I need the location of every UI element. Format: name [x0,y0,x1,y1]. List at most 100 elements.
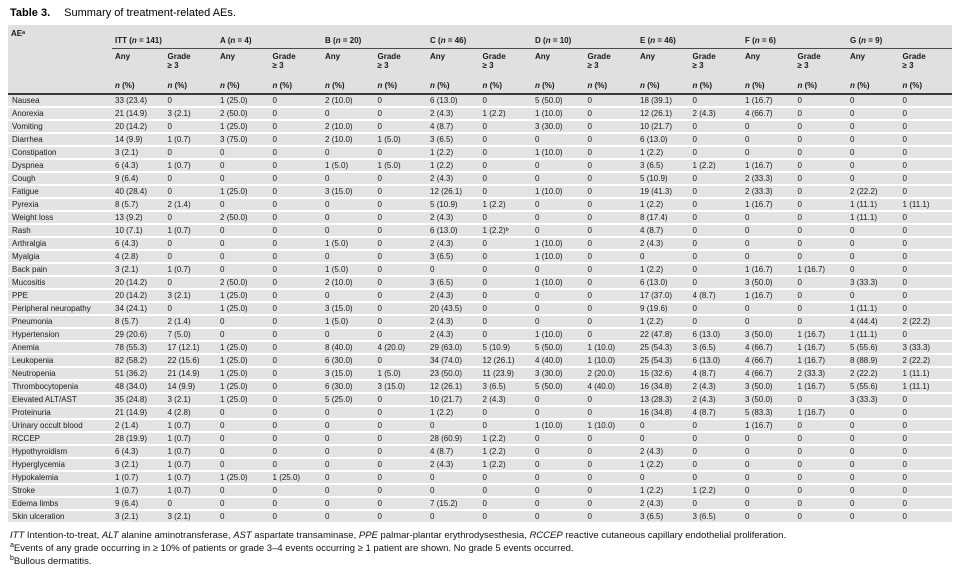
value-cell: 0 [164,172,218,186]
value-cell: 20 (14.2) [112,289,165,303]
value-cell: 0 [532,224,585,238]
footnote-line-2: aEvents of any grade occurring in ≥ 10% … [10,542,952,555]
n-symbol: n [115,81,120,90]
value-cell: 6 (4.3) [112,237,165,251]
value-cell: 1 (2.2) [479,107,533,121]
value-cell: 0 [899,328,953,342]
value-cell: 0 [584,510,638,524]
value-cell: 0 [794,133,848,147]
value-cell: 1 (25.0) [217,354,270,368]
value-cell: 0 [899,211,953,225]
value-cell: 1 (16.7) [742,159,795,173]
table-row: RCCEP 28 (19.9) 1 (0.7) 0 0 0 0 28 (60.9) 1 (2.2… [8,432,953,446]
value-cell: 0 [689,224,743,238]
col-subheader-any: Any [532,48,585,78]
value-cell: 3 (15.0) [322,302,375,316]
value-cell: 0 [847,445,900,459]
value-cell: 0 [742,302,795,316]
ae-row-label: Back pain [8,263,112,277]
npct-header: n (%) [322,78,375,95]
value-cell: 1 (0.7) [164,419,218,433]
value-cell: 0 [532,406,585,420]
value-cell: 1 (2.2) [479,445,533,459]
value-cell: 1 (25.0) [217,302,270,316]
grade-line2: ≥ 3 [272,61,284,70]
value-cell: 0 [374,445,428,459]
value-cell: 0 [584,133,638,147]
value-cell: 0 [322,328,375,342]
table-number: Table 3. [10,7,51,19]
value-cell: 0 [742,250,795,264]
value-cell: 0 [269,276,323,290]
col-subheader-grade: Grade ≥ 3 [584,48,638,78]
value-cell: 2 (4.3) [637,445,690,459]
value-cell: 0 [742,133,795,147]
value-cell: 0 [164,497,218,511]
value-cell: 0 [164,211,218,225]
ae-row-label: Leukopenia [8,354,112,368]
value-cell: 17 (37.0) [637,289,690,303]
value-cell: 0 [164,302,218,316]
value-cell: 0 [217,406,270,420]
footnote-text: aspartate transaminase, [251,530,359,541]
value-cell: 0 [479,406,533,420]
table-row: Cough 9 (6.4) 0 0 0 0 0 2 (4.3) 0 0 0 5 (10.9) 0 2 (3… [8,172,953,186]
value-cell: 0 [374,289,428,303]
value-cell: 1 (0.7) [164,471,218,485]
value-cell: 4 (66.7) [742,354,795,368]
value-cell: 1 (2.2) [427,159,480,173]
value-cell: 0 [374,94,428,108]
value-cell: 2 (22.2) [899,354,953,368]
value-cell: 0 [269,367,323,381]
value-cell: 5 (10.9) [479,341,533,355]
table-header: AEᵃ ITT (n = 141) A (n = 4) B (n = 20) C (n … [8,25,953,95]
value-cell: 0 [532,393,585,407]
value-cell: 2 (4.3) [427,237,480,251]
value-cell: 1 (0.7) [164,432,218,446]
value-cell: 0 [269,432,323,446]
grade-line2: ≥ 3 [482,61,494,70]
value-cell: 0 [427,471,480,485]
value-cell: 2 (50.0) [217,107,270,121]
value-cell: 2 (33.3) [742,172,795,186]
value-cell: 0 [584,120,638,134]
value-cell: 1 (10.0) [584,354,638,368]
value-cell: 0 [794,419,848,433]
footnote-line-1: ITT Intention-to-treat, ALT alanine amin… [10,529,952,542]
value-cell: 0 [584,302,638,316]
value-cell: 0 [374,263,428,277]
value-cell: 12 (26.1) [637,107,690,121]
table-row: Thrombocytopenia 48 (34.0) 14 (9.9) 1 (25.0… [8,380,953,394]
value-cell: 5 (50.0) [532,94,585,108]
value-cell: 0 [584,237,638,251]
table-row: Constipation 3 (2.1) 0 0 0 0 0 1 (2.2) 0 1 (10.0)… [8,146,953,160]
value-cell: 2 (50.0) [217,211,270,225]
value-cell: 0 [532,471,585,485]
n-symbol: n [861,36,867,45]
value-cell: 2 (22.2) [847,367,900,381]
value-cell: 23 (50.0) [427,367,480,381]
col-group-header: B (n = 20) [322,25,428,49]
value-cell: 0 [742,497,795,511]
value-cell: 2 (4.3) [427,328,480,342]
value-cell: 0 [689,198,743,212]
value-cell: 12 (26.1) [427,185,480,199]
value-cell: 3 (50.0) [742,380,795,394]
value-cell: 0 [899,172,953,186]
value-cell: 0 [374,237,428,251]
value-cell: 12 (26.1) [479,354,533,368]
value-cell: 0 [742,432,795,446]
value-cell: 3 (6.5) [427,276,480,290]
value-cell: 0 [217,419,270,433]
value-cell: 1 (11.1) [847,198,900,212]
npct-header: n (%) [427,78,480,95]
value-cell: 0 [164,276,218,290]
value-cell: 0 [322,172,375,186]
value-cell: 0 [899,419,953,433]
value-cell: 0 [689,172,743,186]
value-cell: 6 (30.0) [322,380,375,394]
footnote-marker: b [10,554,14,562]
ae-row-label: Pneumonia [8,315,112,329]
col-group-header: F (n = 6) [742,25,848,49]
value-cell: 0 [217,198,270,212]
